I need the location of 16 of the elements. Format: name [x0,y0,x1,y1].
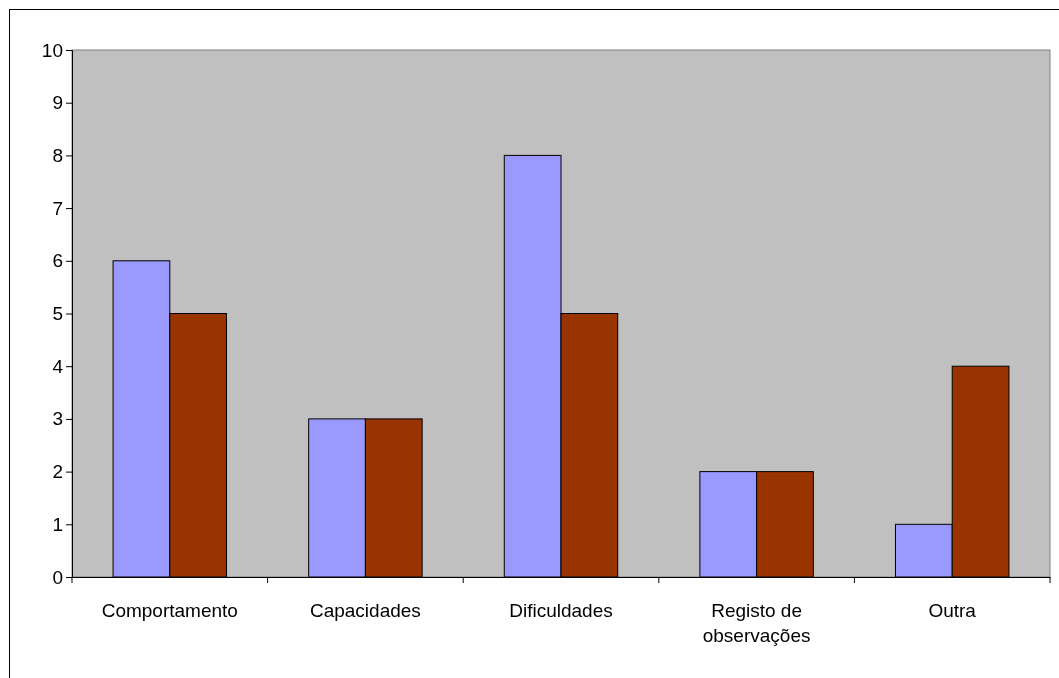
y-tick-label: 6 [52,250,63,272]
x-tick-label: Capacidades [309,600,421,621]
y-tick-label: 2 [52,461,63,483]
x-tick-label: Registo de observações [702,600,811,646]
y-tick-label: 3 [52,408,63,430]
x-tick-label: Comportamento [101,600,238,621]
y-tick-label: 0 [52,566,63,588]
x-tick-label: Outra [928,600,977,621]
y-tick-label: 4 [52,355,64,377]
y-tick-label: 10 [41,39,63,61]
x-tick-label: Dificuldades [509,600,613,621]
y-tick-label: 5 [52,303,63,325]
y-tick-label: 1 [52,513,63,535]
y-tick-label: 7 [52,197,63,219]
y-tick-label: 8 [52,144,63,166]
y-tick-label: 9 [52,92,63,114]
